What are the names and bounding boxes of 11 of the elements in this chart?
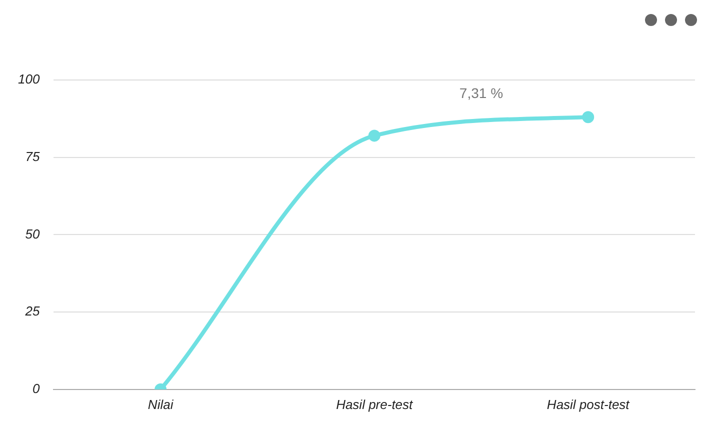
annotation: 7,31 % (459, 85, 504, 101)
y-tick-label: 100 (18, 72, 40, 87)
y-tick-label: 0 (32, 381, 40, 396)
x-tick-label: Nilai (148, 396, 174, 412)
x-tick-label: Hasil post-test (546, 396, 631, 412)
y-tick-label: 25 (24, 304, 40, 319)
x-tick-label: Hasil pre-test (336, 396, 414, 412)
point (582, 111, 594, 124)
y-tick-label: 50 (25, 226, 40, 242)
point (368, 130, 380, 142)
y-tick-label: 75 (25, 148, 40, 164)
